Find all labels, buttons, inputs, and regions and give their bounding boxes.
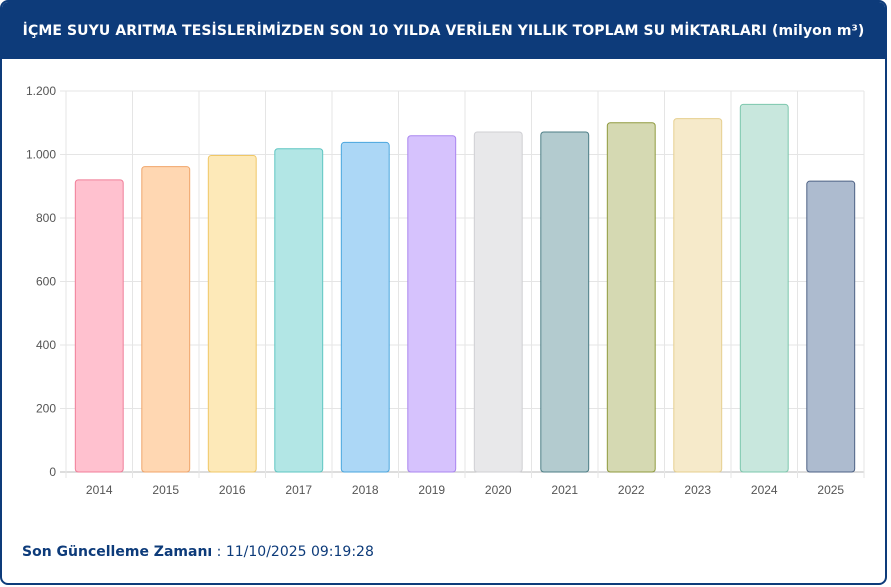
x-tick-label: 2025 [817, 483, 844, 497]
bar-2015[interactable] [141, 166, 191, 473]
x-tick-label: 2017 [285, 483, 312, 497]
bar-2020[interactable] [473, 131, 523, 473]
bar-2023[interactable] [673, 118, 723, 473]
x-tick-label: 2015 [152, 483, 179, 497]
last-updated-value: 11/10/2025 09:19:28 [225, 544, 374, 560]
x-tick-label: 2021 [551, 483, 578, 497]
x-tick-label: 2023 [684, 483, 711, 497]
y-tick-label: 400 [36, 338, 56, 352]
x-tick-label: 2016 [219, 483, 246, 497]
bar-2025[interactable] [806, 180, 856, 473]
bar-2016[interactable] [207, 154, 257, 473]
y-tick-label: 1.000 [26, 148, 56, 162]
chart-header: İÇME SUYU ARITMA TESİSLERİMİZDEN SON 10 … [2, 2, 885, 59]
last-updated: Son Güncelleme Zamanı : 11/10/2025 09:19… [22, 544, 374, 560]
bar-2022[interactable] [606, 122, 656, 473]
x-tick-label: 2018 [352, 483, 379, 497]
y-tick-label: 0 [49, 465, 56, 479]
y-tick-label: 200 [36, 402, 56, 416]
x-tick-label: 2020 [485, 483, 512, 497]
x-tick-label: 2022 [618, 483, 645, 497]
bar-2019[interactable] [407, 135, 457, 473]
y-tick-label: 800 [36, 211, 56, 225]
last-updated-label: Son Güncelleme Zamanı [22, 544, 213, 560]
bar-2018[interactable] [340, 141, 390, 473]
last-updated-separator: : [212, 544, 226, 560]
bar-2017[interactable] [274, 148, 324, 473]
chart-title: İÇME SUYU ARITMA TESİSLERİMİZDEN SON 10 … [22, 22, 865, 39]
y-tick-label: 600 [36, 275, 56, 289]
bar-chart: 0 200 400 600 800 1.000 1.200 2014 2015 2016 2017 2… [26, 84, 865, 497]
y-tick-label: 1.200 [26, 84, 56, 98]
x-tick-label: 2024 [751, 483, 778, 497]
x-tick-label: 2014 [86, 483, 113, 497]
x-tick-label: 2019 [418, 483, 445, 497]
bar-2021[interactable] [540, 131, 590, 473]
bar-2024[interactable] [739, 103, 789, 473]
bar-2014[interactable] [74, 179, 124, 473]
